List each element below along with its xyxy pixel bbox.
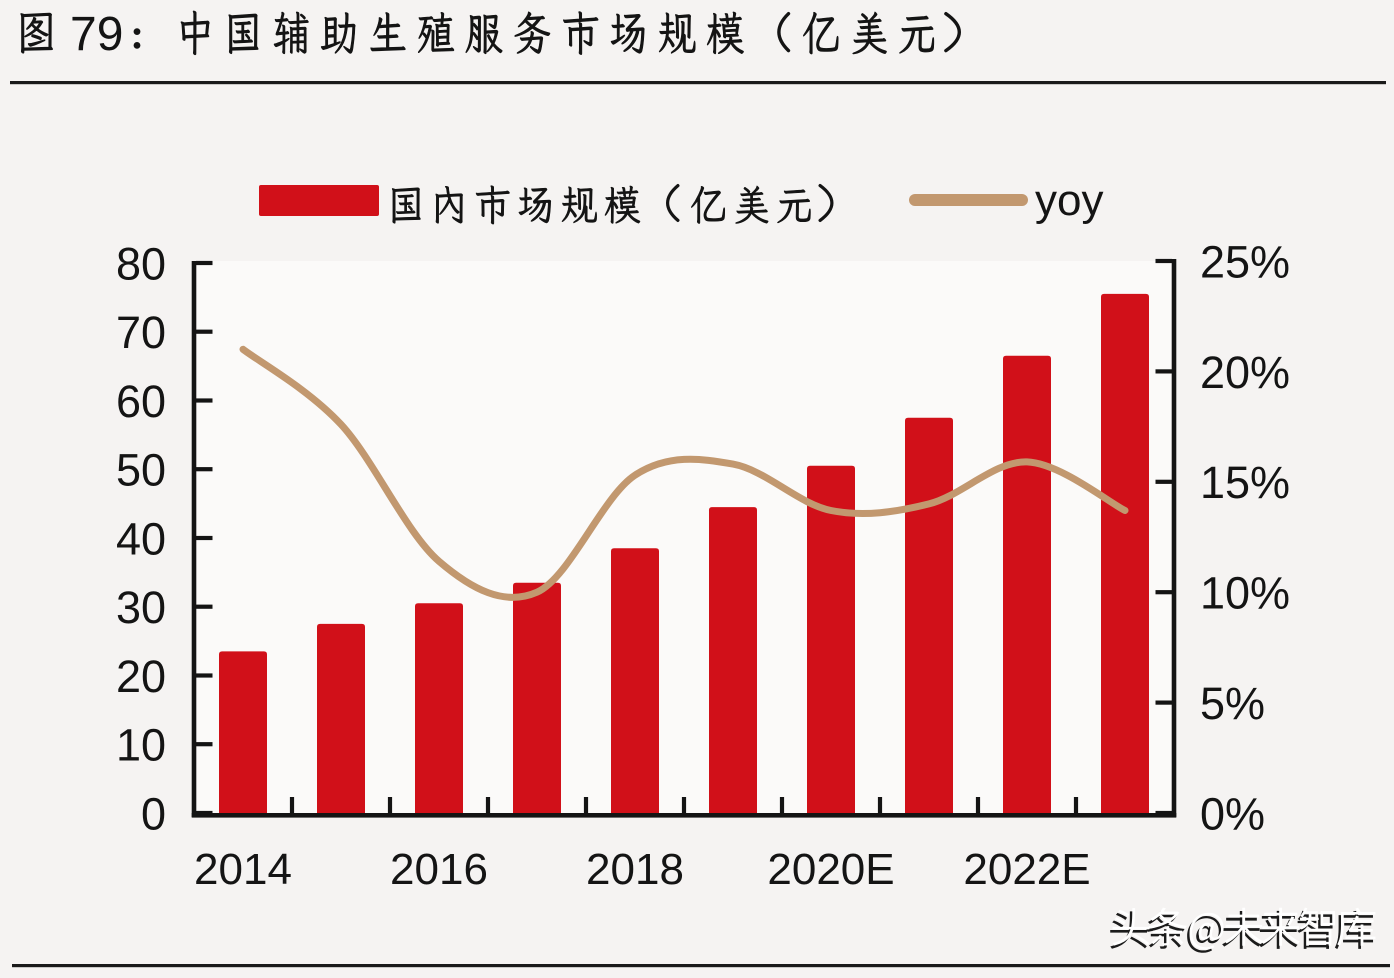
- svg-text:20: 20: [116, 651, 166, 702]
- svg-text:2016: 2016: [390, 845, 488, 894]
- svg-text:50: 50: [116, 445, 166, 496]
- svg-text:2018: 2018: [586, 845, 684, 894]
- svg-text:0: 0: [141, 788, 166, 839]
- svg-text:70: 70: [116, 307, 166, 358]
- svg-text:25%: 25%: [1200, 236, 1290, 287]
- svg-text:15%: 15%: [1200, 457, 1290, 508]
- svg-text:10%: 10%: [1200, 568, 1290, 619]
- svg-text:10: 10: [116, 720, 166, 771]
- svg-text:60: 60: [116, 376, 166, 427]
- svg-text:5%: 5%: [1200, 678, 1265, 729]
- svg-text:2014: 2014: [194, 845, 292, 894]
- svg-text:30: 30: [116, 582, 166, 633]
- svg-text:0%: 0%: [1200, 788, 1265, 839]
- svg-text:20%: 20%: [1200, 347, 1290, 398]
- svg-text:79: 79: [70, 8, 123, 61]
- svg-text:80: 80: [116, 238, 166, 289]
- svg-text:2022E: 2022E: [963, 845, 1090, 894]
- svg-text:40: 40: [116, 513, 166, 564]
- svg-text:yoy: yoy: [1035, 176, 1103, 225]
- svg-text:2020E: 2020E: [767, 845, 894, 894]
